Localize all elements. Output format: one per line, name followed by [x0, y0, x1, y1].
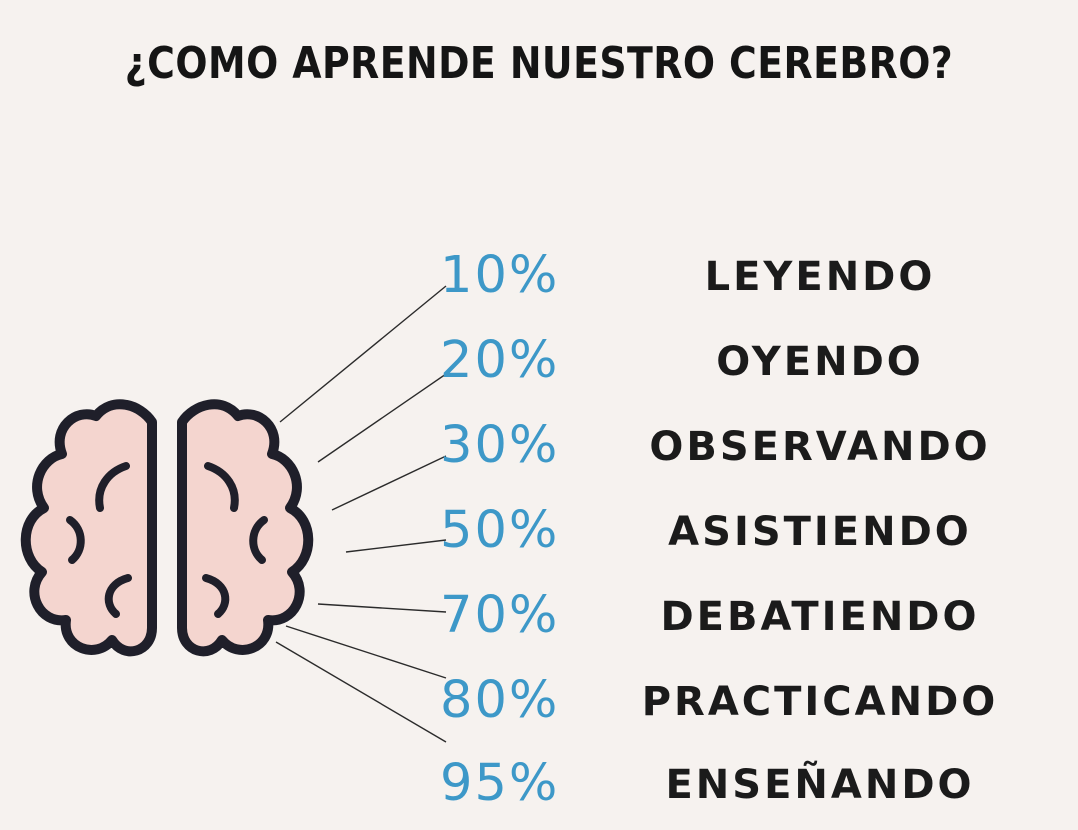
brain-left-hemisphere [20, 399, 157, 657]
connector-line-1 [279, 285, 447, 423]
fold-right-1 [204, 462, 239, 512]
connector-line-4 [345, 539, 447, 553]
list-item: 50% ASISTIENDO [440, 495, 1060, 575]
brain-icon [20, 399, 314, 657]
percent-value: 30% [440, 416, 560, 475]
percent-value: 70% [440, 586, 560, 645]
learning-method-label: LEYENDO [704, 254, 936, 300]
connector-line-5 [317, 603, 447, 613]
brain-right-hemisphere [177, 399, 314, 657]
fold-left-2 [66, 516, 85, 564]
list-item: 70% DEBATIENDO [440, 580, 1060, 660]
list-item: 30% OBSERVANDO [440, 410, 1060, 490]
percent-value: 20% [440, 331, 560, 390]
connector-line-3 [331, 455, 447, 511]
connector-line-6 [285, 625, 447, 679]
learning-method-label: OBSERVANDO [649, 424, 991, 470]
learning-method-label: ASISTIENDO [668, 509, 972, 555]
list-item: 95% ENSEÑANDO [440, 748, 1060, 828]
learning-method-label: OYENDO [716, 339, 924, 385]
connector-line-7 [275, 641, 447, 743]
fold-right-2 [249, 516, 268, 564]
learning-method-label: PRACTICANDO [641, 679, 999, 725]
fold-right-3 [202, 574, 230, 618]
learning-method-label: DEBATIENDO [660, 594, 980, 640]
page-title: ¿COMO APRENDE NUESTRO CEREBRO? [124, 38, 954, 89]
brain-folds [66, 462, 268, 618]
list-item: 80% PRACTICANDO [440, 665, 1060, 745]
percent-value: 50% [440, 501, 560, 560]
list-item: 10% LEYENDO [440, 240, 1060, 320]
percent-value: 80% [440, 671, 560, 730]
list-item: 20% OYENDO [440, 325, 1060, 405]
percent-value: 95% [440, 754, 560, 813]
fold-left-1 [95, 462, 130, 512]
connector-line-2 [317, 373, 447, 463]
learning-method-label: ENSEÑANDO [665, 762, 975, 808]
connector-lines [275, 285, 447, 743]
percent-value: 10% [440, 246, 560, 305]
fold-left-3 [104, 574, 132, 618]
